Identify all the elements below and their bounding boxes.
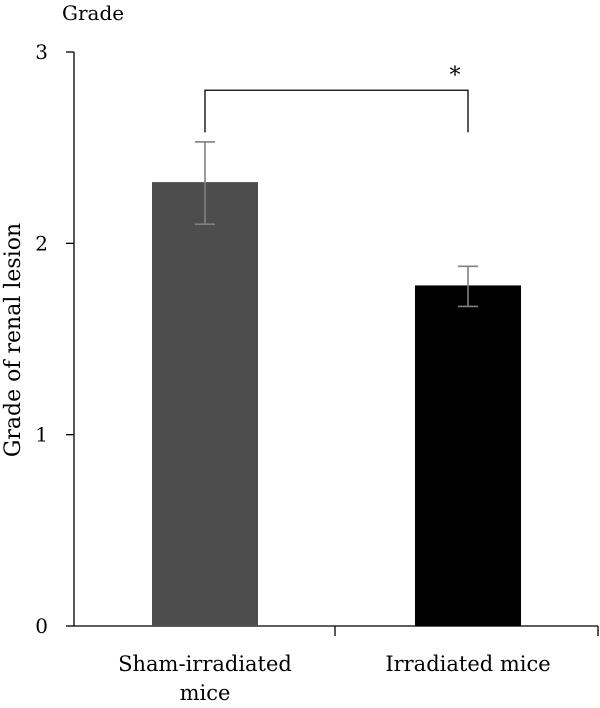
bar xyxy=(415,285,521,626)
y-axis-label: Grade of renal lesion xyxy=(1,223,26,457)
chart-marks: 0 1 2 3 Sham-irradiated mice Irradiated mice * xyxy=(35,40,599,705)
x-tick-label: Sham-irradiated mice xyxy=(118,652,292,704)
y-tick-label: 0 xyxy=(35,614,48,638)
significance-label: * xyxy=(450,63,461,88)
significance-bracket xyxy=(204,89,469,133)
y-tick-label: 1 xyxy=(35,423,48,447)
chart-title: Grade xyxy=(62,1,124,25)
y-tick-label: 3 xyxy=(35,40,48,64)
bar xyxy=(152,182,258,626)
y-tick-label: 2 xyxy=(35,231,48,255)
x-tick-label: Irradiated mice xyxy=(385,652,550,676)
